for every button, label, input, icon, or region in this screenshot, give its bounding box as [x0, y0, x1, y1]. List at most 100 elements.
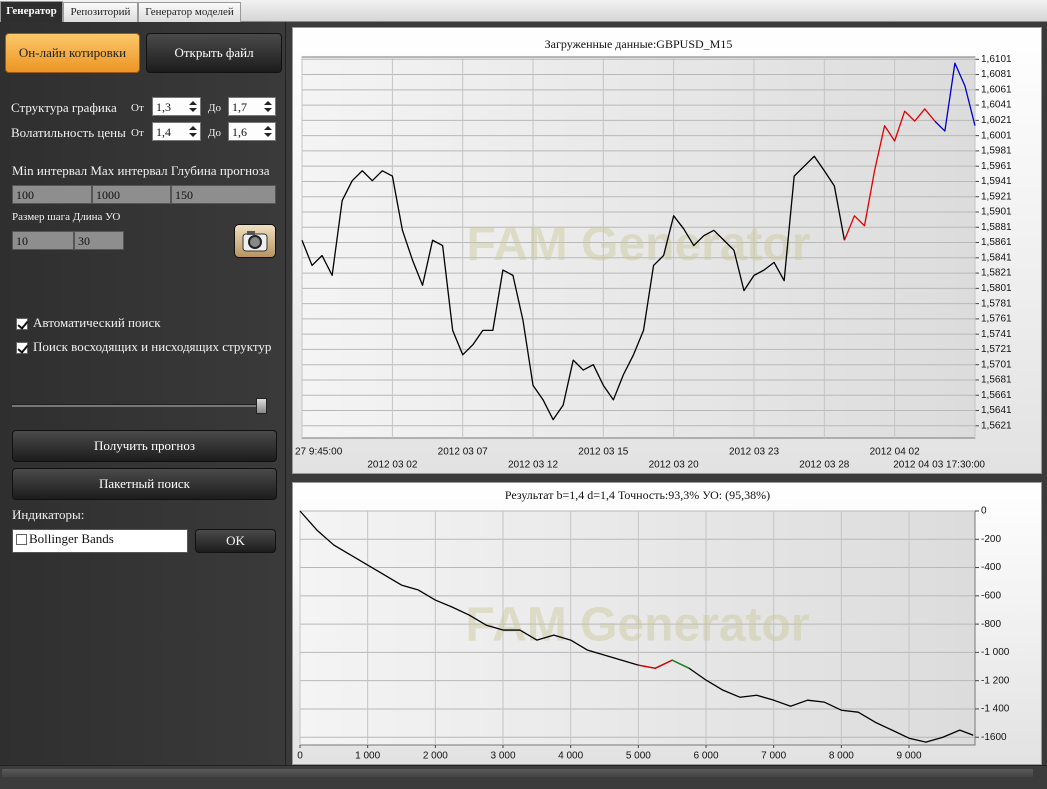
checkbox[interactable]	[16, 318, 28, 330]
series-line	[638, 659, 673, 669]
text-input[interactable]: 100	[12, 185, 92, 204]
camera-button[interactable]	[234, 224, 276, 258]
y-tick-label: 1,5761	[981, 314, 1012, 325]
spin-input[interactable]: 1,6	[228, 122, 276, 141]
x-tick-label: 0	[297, 751, 303, 762]
x-tick-label: 2012 03 20	[649, 460, 699, 471]
text-input[interactable]: 30	[74, 231, 124, 250]
y-tick-label: 1,6081	[981, 69, 1012, 80]
param-label: Структура графика	[11, 100, 117, 115]
control-panel	[0, 22, 286, 765]
y-tick-label: -400	[981, 562, 1001, 573]
spin-input[interactable]: 1,3	[152, 97, 201, 116]
step-label: Длина УО	[72, 211, 121, 223]
x-tick-label: 2012 03 12	[508, 460, 558, 471]
slider-track[interactable]	[12, 404, 264, 407]
input-value: 1,7	[232, 100, 247, 114]
input-value: 1,4	[156, 125, 171, 139]
online-button[interactable]: Он-лайн котировки	[5, 33, 140, 73]
y-tick-label: 1,5881	[981, 222, 1012, 233]
text-input[interactable]: 10	[12, 231, 74, 250]
y-tick-label: -1 000	[981, 647, 1010, 658]
slider-thumb[interactable]	[256, 398, 267, 414]
x-tick-label: 8 000	[829, 751, 854, 762]
y-tick-label: 1,6041	[981, 100, 1012, 111]
tab[interactable]: Генератор моделей	[138, 2, 241, 22]
checkbox[interactable]	[16, 342, 28, 354]
x-tick-label: 27 9:45:00	[295, 447, 343, 458]
y-tick-label: 1,6021	[981, 115, 1012, 126]
chart-panel: Загруженные данные:GBPUSD_M15 1,5621 1,564…	[292, 27, 1042, 474]
interval-label: Глубина прогноза	[170, 163, 270, 178]
checkbox-label: Автоматический поиск	[33, 315, 161, 330]
text-input[interactable]: 150	[171, 185, 276, 204]
ok-button[interactable]: OK	[195, 529, 276, 553]
y-tick-label: 1,5641	[981, 405, 1012, 416]
series-line	[843, 108, 936, 241]
interval-label: Max интервал	[90, 163, 168, 178]
y-tick-label: 1,6001	[981, 130, 1012, 141]
y-tick-label: 1,5801	[981, 283, 1012, 294]
x-tick-label: 7 000	[761, 751, 786, 762]
x-tick-label: 6 000	[693, 751, 718, 762]
tab-bar: Генератор Репозиторий Генератор моделей	[0, 0, 1047, 23]
step-labels: Размер шага Длина УО	[12, 211, 120, 223]
indicators-label: Индикаторы:	[12, 507, 85, 522]
spin-arrows[interactable]	[263, 123, 273, 140]
x-tick-label: 2 000	[423, 751, 448, 762]
y-tick-label: 1,5921	[981, 191, 1012, 202]
watermark: FAM Generator	[465, 599, 809, 652]
series-line	[299, 510, 974, 743]
y-tick-label: 1,5701	[981, 359, 1012, 370]
indicator-item: Bollinger Bands	[29, 531, 114, 546]
y-tick-label: 1,5681	[981, 375, 1012, 386]
x-tick-label: 2012 03 02	[367, 460, 417, 471]
spin-input[interactable]: 1,4	[152, 122, 201, 141]
status-bar	[0, 765, 1047, 789]
x-tick-label: 1 000	[355, 751, 380, 762]
y-tick-label: -600	[981, 590, 1001, 601]
x-tick-label: 5 000	[626, 751, 651, 762]
spin-arrows[interactable]	[188, 98, 198, 115]
open-file-button[interactable]: Открыть файл	[146, 33, 282, 73]
camera-icon	[242, 231, 268, 252]
series-line	[934, 62, 976, 132]
interval-label: Min интервал	[12, 163, 88, 178]
batch-button[interactable]: Пакетный поиск	[12, 468, 277, 500]
spin-input[interactable]: 1,7	[228, 97, 276, 116]
y-tick-label: 1,5861	[981, 237, 1012, 248]
spin-arrows[interactable]	[263, 98, 273, 115]
x-tick-label: 9 000	[897, 751, 922, 762]
checkbox[interactable]	[16, 534, 27, 545]
chart: Загруженные данные:GBPUSD_M15 1,5621 1,564…	[295, 37, 1012, 471]
from-label: От	[131, 127, 144, 139]
y-tick-label: 1,5741	[981, 329, 1012, 340]
input-value: 1,6	[232, 125, 247, 139]
chart: Результат b=1,4 d=1,4 Точность:93,3% УО:…	[297, 488, 1010, 762]
y-tick-label: 1,5901	[981, 207, 1012, 218]
x-tick-label: 2012 04 03 17:30:00	[893, 460, 985, 471]
interval-labels: Min интервал Max интервал Глубина прогно…	[12, 163, 269, 179]
tab[interactable]: Генератор	[0, 1, 63, 23]
y-tick-label: 1,5661	[981, 390, 1012, 401]
text-input[interactable]: 1000	[92, 185, 171, 204]
spin-arrows[interactable]	[188, 123, 198, 140]
param-label: Волатильность цены	[11, 125, 126, 140]
series-line	[671, 659, 690, 669]
x-tick-label: 2012 03 23	[729, 447, 779, 458]
y-tick-label: 1,5821	[981, 268, 1012, 279]
forecast-button[interactable]: Получить прогноз	[12, 430, 277, 462]
x-tick-label: 4 000	[558, 751, 583, 762]
y-tick-label: 1,5621	[981, 420, 1012, 431]
y-tick-label: 1,5841	[981, 252, 1012, 263]
y-tick-label: -1600	[981, 732, 1007, 743]
plot-area	[299, 510, 976, 746]
y-tick-label: 0	[981, 506, 987, 517]
indicator-list: Bollinger Bands	[12, 529, 188, 553]
y-tick-label: 1,6101	[981, 54, 1012, 65]
y-tick-label: -1 200	[981, 675, 1010, 686]
y-tick-label: -800	[981, 619, 1001, 630]
x-tick-label: 3 000	[490, 751, 515, 762]
tab[interactable]: Репозиторий	[63, 2, 138, 22]
